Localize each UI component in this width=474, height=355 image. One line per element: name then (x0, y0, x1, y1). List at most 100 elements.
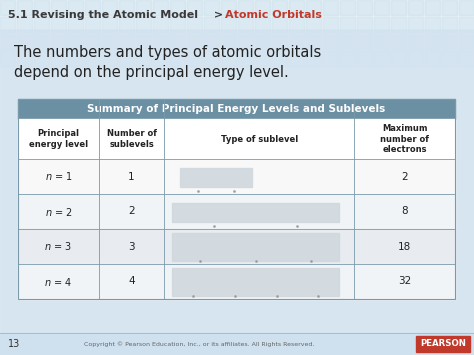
Bar (340, 0, 355, 15)
Bar (221, 17, 236, 32)
Bar (153, 0, 168, 15)
Text: Summary of Principal Energy Levels and Sublevels: Summary of Principal Energy Levels and S… (87, 104, 386, 114)
Bar (102, 17, 117, 32)
Bar (408, 51, 423, 66)
Bar (18, 119, 455, 159)
Bar (425, 17, 440, 32)
Bar (18, 99, 455, 299)
Bar (374, 51, 389, 66)
Bar (357, 34, 372, 49)
Text: depend on the principal energy level.: depend on the principal energy level. (14, 65, 289, 80)
Bar (442, 34, 457, 49)
Bar (187, 0, 202, 15)
Bar (306, 17, 321, 32)
Bar (119, 17, 134, 32)
Bar (18, 99, 455, 119)
Bar (221, 0, 236, 15)
Bar (272, 17, 287, 32)
Bar (425, 34, 440, 49)
Bar (374, 17, 389, 32)
Bar (180, 168, 252, 187)
Bar (459, 17, 474, 32)
Bar (153, 51, 168, 66)
Bar (119, 0, 134, 15)
Bar (408, 17, 423, 32)
Bar (204, 51, 219, 66)
Bar (459, 34, 474, 49)
Bar (289, 51, 304, 66)
Bar (102, 51, 117, 66)
Text: $\it{n}$ = 1: $\it{n}$ = 1 (45, 170, 73, 182)
Bar (374, 0, 389, 15)
Bar (136, 34, 151, 49)
Bar (0, 17, 15, 32)
Bar (187, 51, 202, 66)
Bar (357, 0, 372, 15)
Bar (323, 34, 338, 49)
Text: Principal
energy level: Principal energy level (29, 129, 88, 149)
Text: Atomic Orbitals: Atomic Orbitals (225, 10, 322, 20)
Bar (34, 51, 49, 66)
Bar (255, 34, 270, 49)
Bar (0, 0, 15, 15)
Bar (68, 0, 83, 15)
Bar (85, 51, 100, 66)
Bar (136, 51, 151, 66)
Bar (102, 0, 117, 15)
Bar (68, 17, 83, 32)
Bar (459, 51, 474, 66)
Bar (172, 233, 339, 261)
Bar (306, 0, 321, 15)
Bar (416, 336, 470, 352)
Bar (51, 17, 66, 32)
Bar (18, 194, 455, 229)
Bar (238, 17, 253, 32)
Bar (85, 34, 100, 49)
Bar (17, 51, 32, 66)
Text: $\it{n}$ = 3: $\it{n}$ = 3 (45, 240, 73, 252)
Text: 18: 18 (398, 241, 411, 251)
Bar (170, 0, 185, 15)
Bar (340, 51, 355, 66)
Bar (238, 0, 253, 15)
Text: 1: 1 (128, 171, 135, 181)
Bar (357, 17, 372, 32)
Bar (68, 34, 83, 49)
Bar (289, 17, 304, 32)
Bar (442, 0, 457, 15)
Bar (272, 34, 287, 49)
Text: 3: 3 (128, 241, 135, 251)
Text: 5.1 Revising the Atomic Model: 5.1 Revising the Atomic Model (8, 10, 198, 20)
Bar (238, 51, 253, 66)
Bar (102, 34, 117, 49)
Bar (18, 264, 455, 299)
Text: Type of sublevel: Type of sublevel (221, 135, 298, 143)
Bar (391, 34, 406, 49)
Bar (0, 51, 15, 66)
Bar (85, 17, 100, 32)
Text: >: > (210, 10, 227, 20)
Text: Maximum
number of
electrons: Maximum number of electrons (380, 124, 429, 154)
Bar (0, 0, 474, 28)
Bar (153, 34, 168, 49)
Text: 32: 32 (398, 277, 411, 286)
Text: Number of
sublevels: Number of sublevels (107, 129, 156, 149)
Bar (17, 34, 32, 49)
Bar (85, 0, 100, 15)
Bar (238, 34, 253, 49)
Bar (442, 17, 457, 32)
Bar (34, 0, 49, 15)
Bar (374, 34, 389, 49)
Bar (172, 203, 339, 222)
Bar (51, 51, 66, 66)
Text: 8: 8 (401, 207, 408, 217)
Bar (204, 34, 219, 49)
Bar (425, 51, 440, 66)
Bar (323, 51, 338, 66)
Bar (272, 0, 287, 15)
Bar (187, 34, 202, 49)
Bar (170, 51, 185, 66)
Bar (289, 34, 304, 49)
Text: $\it{n}$ = 2: $\it{n}$ = 2 (45, 206, 73, 218)
Bar (0, 28, 474, 333)
